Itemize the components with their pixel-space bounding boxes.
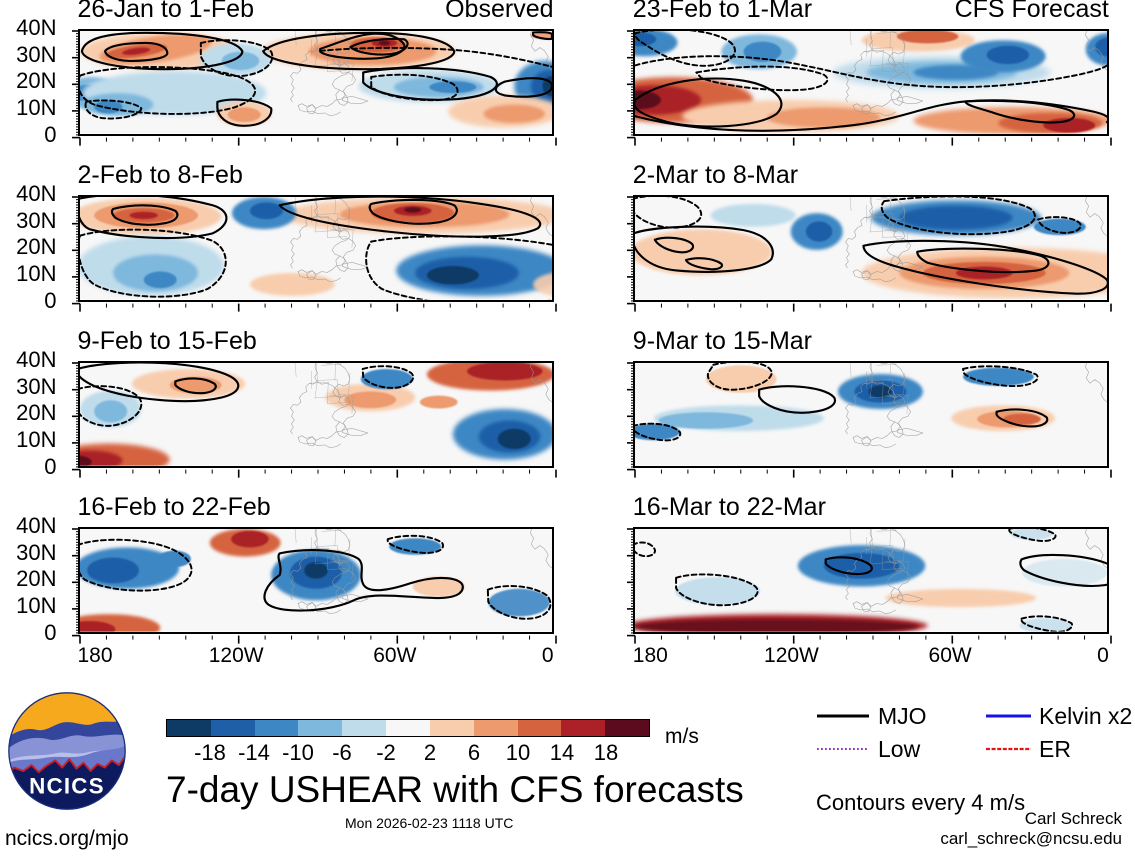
svg-text:Low: Low — [878, 736, 921, 762]
svg-text:ER: ER — [1039, 736, 1071, 762]
svg-text:MJO: MJO — [878, 703, 927, 729]
svg-text:NCICS: NCICS — [29, 773, 105, 798]
svg-text:Kelvin x2: Kelvin x2 — [1039, 703, 1132, 729]
